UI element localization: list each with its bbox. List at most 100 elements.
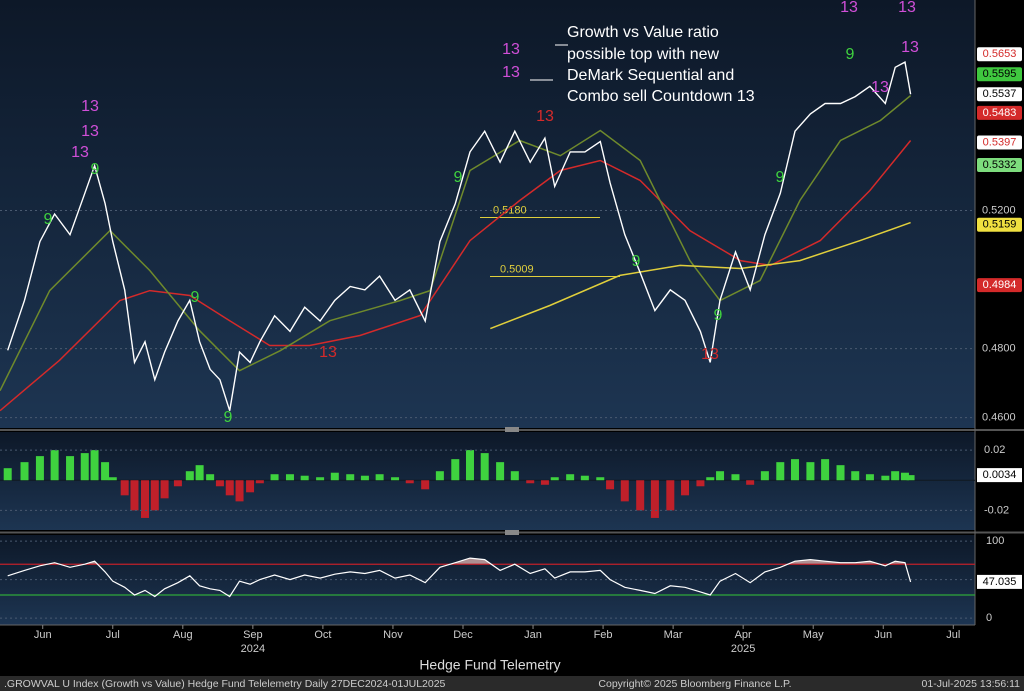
macd-bar — [666, 480, 675, 511]
price-tag-label: 0.5332 — [983, 159, 1017, 171]
macd-bar — [375, 474, 384, 481]
macd-bar — [300, 475, 309, 481]
macd-bar — [285, 474, 294, 481]
price-tag — [977, 87, 1022, 102]
macd-bar — [435, 471, 444, 481]
demark-count: 13 — [536, 108, 554, 125]
macd-bar — [206, 474, 215, 481]
demark-count: 13 — [502, 64, 520, 81]
annotation-line: Combo sell Countdown 13 — [567, 88, 755, 105]
annotation-line: possible top with new — [567, 46, 720, 63]
macd-bar — [421, 480, 430, 490]
y-tick-label: 0.4800 — [982, 343, 1016, 355]
macd-bar — [255, 480, 264, 484]
x-tick-label: Oct — [314, 629, 331, 641]
demark-count: 9 — [91, 161, 100, 178]
macd-bar — [906, 475, 915, 481]
macd-bar — [566, 474, 575, 481]
macd-bar — [130, 480, 139, 511]
y-tick-label: 100 — [986, 535, 1004, 547]
moving-average — [0, 95, 912, 392]
macd-bar — [746, 480, 755, 485]
macd-bar — [696, 480, 705, 487]
price-tag — [977, 157, 1022, 172]
y-tick-label: 0 — [986, 612, 992, 624]
price-tag-label: 0.5397 — [983, 136, 1017, 148]
x-tick-label: Apr — [735, 629, 752, 641]
macd-bar — [881, 475, 890, 481]
macd-bar — [731, 474, 740, 481]
rsi-panel — [0, 535, 975, 625]
macd-bar — [451, 459, 460, 481]
value-tag — [977, 574, 1022, 589]
macd-bar — [496, 462, 505, 481]
price-tag — [977, 105, 1022, 120]
macd-bar — [636, 480, 645, 511]
macd-bar — [790, 459, 799, 481]
price-tag — [977, 67, 1022, 82]
year-label: 2025 — [731, 643, 755, 655]
macd-bar — [360, 475, 369, 481]
demark-count: 13 — [840, 0, 858, 16]
x-tick-label: Feb — [594, 629, 613, 641]
price-tag — [977, 217, 1022, 232]
value-tag — [977, 468, 1022, 483]
x-tick-label: Dec — [453, 629, 473, 641]
level-label: 0.5009 — [500, 263, 534, 275]
macd-bar — [510, 471, 519, 481]
macd-bar — [580, 475, 589, 481]
annotation-line: DeMark Sequential and — [567, 67, 734, 84]
macd-bar — [50, 450, 59, 481]
macd-bar — [836, 465, 845, 481]
macd-bar — [80, 453, 89, 481]
macd-bar — [391, 477, 400, 481]
x-tick-label: Jul — [946, 629, 960, 641]
macd-bar — [246, 480, 255, 493]
demark-count: 9 — [632, 253, 641, 270]
demark-count: 9 — [224, 409, 233, 426]
macd-bar — [270, 474, 279, 481]
price-tag-label: 0.5159 — [983, 219, 1017, 231]
main-panel — [0, 0, 975, 428]
macd-bar — [160, 480, 169, 499]
panel-handle — [505, 427, 519, 432]
macd-bar — [806, 462, 815, 481]
overbought-fill — [47, 558, 906, 565]
macd-bar — [526, 480, 535, 484]
macd-bar — [776, 462, 785, 481]
macd-bar — [346, 474, 355, 481]
x-tick-label: Mar — [664, 629, 683, 641]
macd-bar — [716, 471, 725, 481]
macd-bar — [465, 450, 474, 481]
price-tag-label: 0.5483 — [983, 107, 1017, 119]
year-label: 2024 — [241, 643, 265, 655]
macd-bar — [550, 477, 559, 481]
macd-bar — [330, 472, 339, 481]
demark-count: 9 — [191, 289, 200, 306]
macd-bar — [120, 480, 129, 496]
demark-count: 13 — [319, 344, 337, 361]
footer-left: .GROWVAL U Index (Growth vs Value) Hedge… — [4, 678, 446, 690]
x-tick-label: Jan — [524, 629, 542, 641]
annotation-line: Growth vs Value ratio — [567, 24, 719, 41]
price-line — [7, 61, 912, 411]
price-tag-label: 0.4984 — [983, 279, 1017, 291]
caption: Hedge Fund Telemetry — [419, 657, 560, 673]
demark-count: 13 — [901, 39, 919, 56]
footer-bar — [0, 676, 1024, 691]
demark-count: 9 — [44, 211, 53, 228]
macd-bar — [900, 472, 909, 481]
x-tick-label: Sep — [243, 629, 263, 641]
macd-bar — [606, 480, 615, 490]
demark-count: 13 — [502, 41, 520, 58]
demark-count: 13 — [81, 123, 99, 140]
macd-bar — [101, 462, 110, 481]
value-tag-label: 47.035 — [983, 576, 1017, 588]
demark-count: 13 — [81, 98, 99, 115]
moving-average — [490, 221, 911, 330]
macd-bar — [316, 477, 325, 481]
macd-bar — [596, 477, 605, 481]
price-tag-label: 0.5537 — [983, 88, 1017, 100]
macd-bar — [185, 471, 194, 481]
